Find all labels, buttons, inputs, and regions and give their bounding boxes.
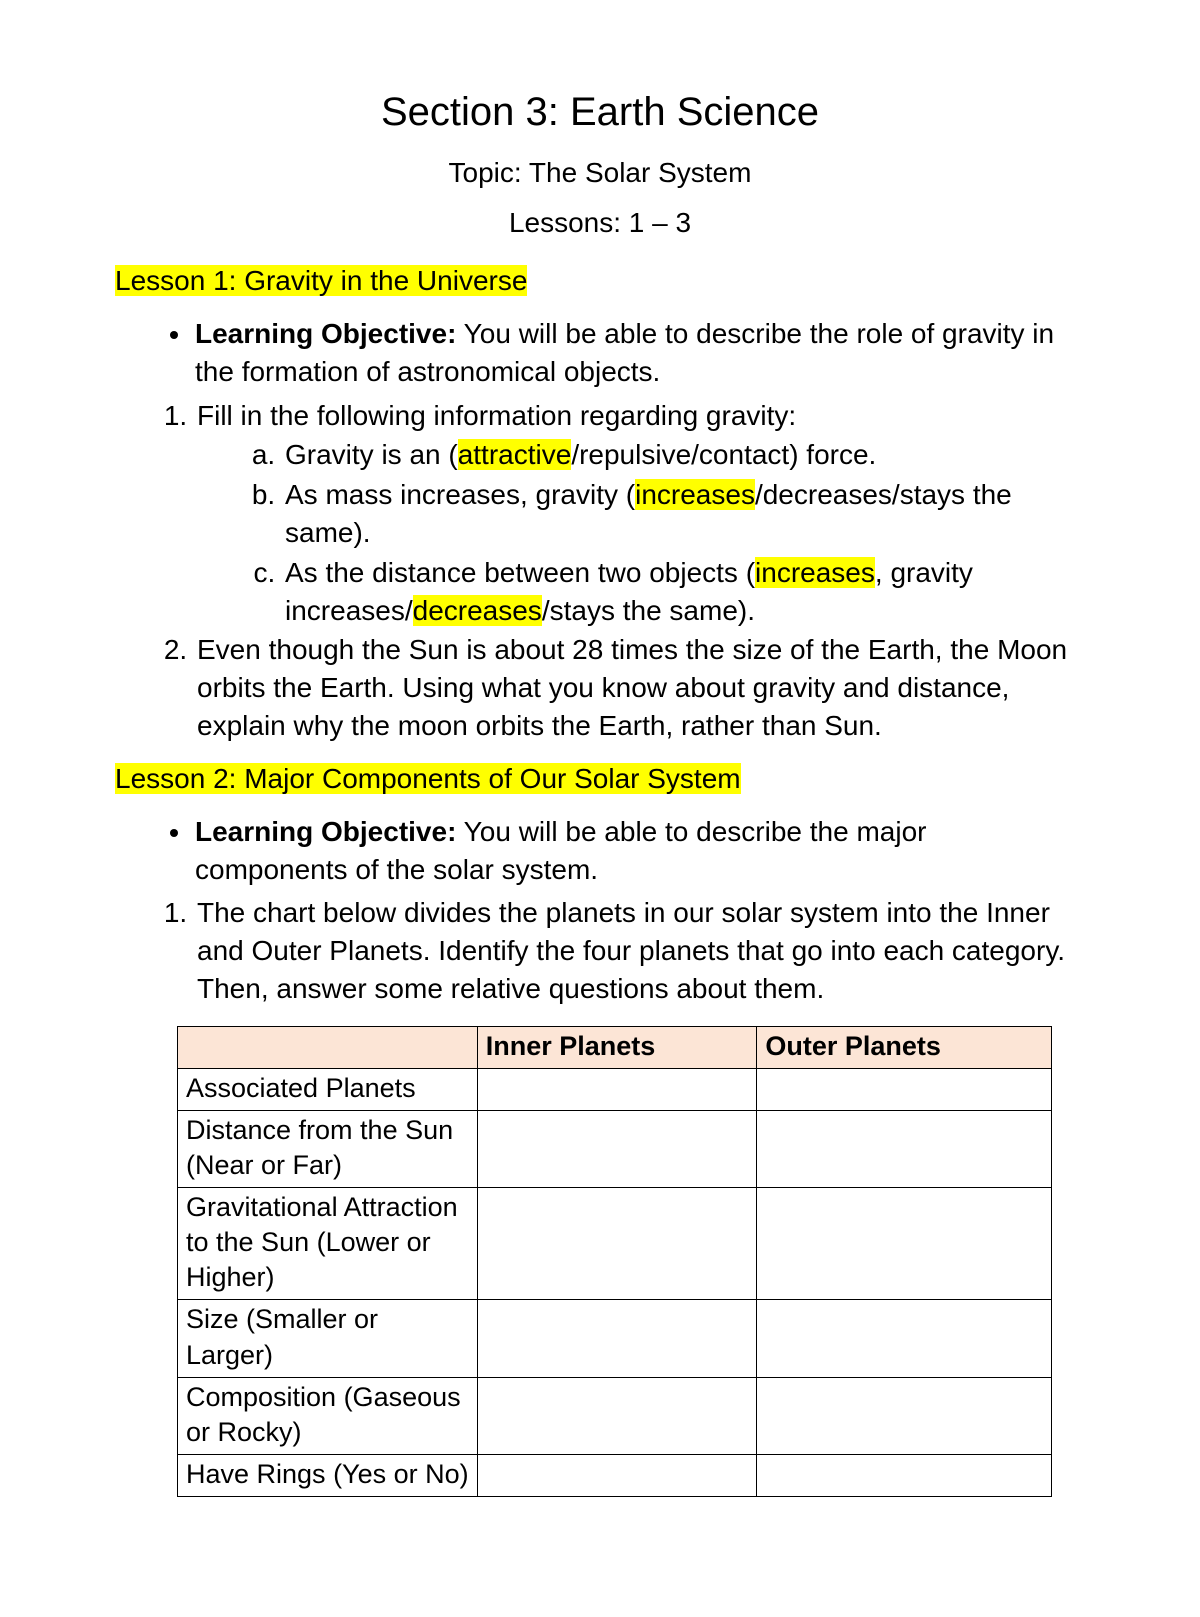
table-row: Composition (Gaseous or Rocky) [178, 1377, 1052, 1454]
row-label: Have Rings (Yes or No) [178, 1454, 478, 1496]
table-header-inner: Inner Planets [477, 1026, 757, 1068]
lesson1-q1-intro: Fill in the following information regard… [197, 400, 796, 431]
q1c-hl2: decreases [413, 595, 542, 626]
q1c-hl1: increases [755, 557, 875, 588]
lesson1-heading-text: Lesson 1: Gravity in the Universe [115, 265, 527, 296]
table-header-blank [178, 1026, 478, 1068]
row-label: Associated Planets [178, 1068, 478, 1110]
row-outer-cell [757, 1300, 1052, 1377]
table-row: Have Rings (Yes or No) [178, 1454, 1052, 1496]
row-inner-cell [477, 1110, 757, 1187]
row-inner-cell [477, 1068, 757, 1110]
q1a-pre: Gravity is an ( [285, 439, 458, 470]
planets-table: Inner Planets Outer Planets Associated P… [177, 1026, 1052, 1497]
lesson2-objective: Learning Objective: You will be able to … [193, 813, 1085, 889]
section-title: Section 3: Earth Science [115, 90, 1085, 135]
topic-line: Topic: The Solar System [115, 157, 1085, 189]
lesson1-objective-list: Learning Objective: You will be able to … [115, 315, 1085, 391]
row-outer-cell [757, 1110, 1052, 1187]
lesson1-q1-a: Gravity is an (attractive/repulsive/cont… [283, 436, 1085, 474]
lesson2-heading: Lesson 2: Major Components of Our Solar … [115, 763, 1085, 795]
lesson1-q2-text: Even though the Sun is about 28 times th… [197, 634, 1067, 741]
q1a-hl: attractive [458, 439, 572, 470]
row-outer-cell [757, 1454, 1052, 1496]
planets-table-head: Inner Planets Outer Planets [178, 1026, 1052, 1068]
lesson1-q1-sub: Gravity is an (attractive/repulsive/cont… [197, 436, 1085, 629]
row-outer-cell [757, 1377, 1052, 1454]
row-label: Gravitational Attraction to the Sun (Low… [178, 1188, 478, 1300]
q1b-pre: As mass increases, gravity ( [285, 479, 635, 510]
row-outer-cell [757, 1068, 1052, 1110]
row-inner-cell [477, 1377, 757, 1454]
lesson2-objective-list: Learning Objective: You will be able to … [115, 813, 1085, 889]
table-header-outer: Outer Planets [757, 1026, 1052, 1068]
q1a-post: /repulsive/contact) force. [571, 439, 876, 470]
row-inner-cell [477, 1454, 757, 1496]
row-inner-cell [477, 1300, 757, 1377]
table-row: Associated Planets [178, 1068, 1052, 1110]
table-row: Gravitational Attraction to the Sun (Low… [178, 1188, 1052, 1300]
lesson1-q1: Fill in the following information regard… [195, 397, 1085, 630]
objective-label: Learning Objective: [195, 318, 456, 349]
q1c-pre: As the distance between two objects ( [285, 557, 755, 588]
row-inner-cell [477, 1188, 757, 1300]
table-header-row: Inner Planets Outer Planets [178, 1026, 1052, 1068]
q1b-hl: increases [635, 479, 755, 510]
table-row: Size (Smaller or Larger) [178, 1300, 1052, 1377]
planets-table-body: Associated Planets Distance from the Sun… [178, 1068, 1052, 1496]
lessons-range: Lessons: 1 – 3 [115, 207, 1085, 239]
lesson2-q1: The chart below divides the planets in o… [195, 894, 1085, 1007]
lesson1-q2: Even though the Sun is about 28 times th… [195, 631, 1085, 744]
q1c-post: /stays the same). [542, 595, 755, 626]
lesson1-heading: Lesson 1: Gravity in the Universe [115, 265, 1085, 297]
lesson2-q1-text: The chart below divides the planets in o… [197, 897, 1065, 1004]
row-outer-cell [757, 1188, 1052, 1300]
lesson1-objective: Learning Objective: You will be able to … [193, 315, 1085, 391]
table-row: Distance from the Sun (Near or Far) [178, 1110, 1052, 1187]
row-label: Composition (Gaseous or Rocky) [178, 1377, 478, 1454]
row-label: Size (Smaller or Larger) [178, 1300, 478, 1377]
lesson2-heading-text: Lesson 2: Major Components of Our Solar … [115, 763, 741, 794]
lesson2-questions: The chart below divides the planets in o… [115, 894, 1085, 1007]
lesson1-q1-c: As the distance between two objects (inc… [283, 554, 1085, 630]
lesson1-q1-b: As mass increases, gravity (increases/de… [283, 476, 1085, 552]
row-label: Distance from the Sun (Near or Far) [178, 1110, 478, 1187]
objective-label: Learning Objective: [195, 816, 456, 847]
page: Section 3: Earth Science Topic: The Sola… [0, 0, 1200, 1617]
lesson1-questions: Fill in the following information regard… [115, 397, 1085, 745]
